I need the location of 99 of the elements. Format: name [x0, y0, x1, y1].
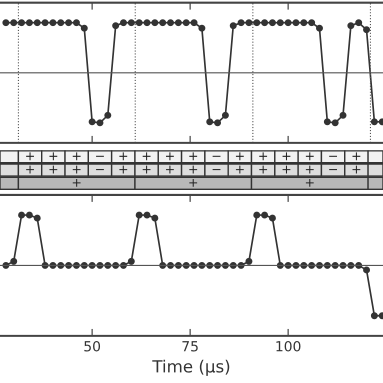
point	[2, 19, 10, 26]
text: +	[236, 152, 244, 160]
text: +	[49, 152, 58, 160]
point	[167, 19, 174, 26]
point	[363, 26, 370, 34]
point	[245, 19, 252, 26]
point	[284, 19, 292, 26]
point	[49, 19, 56, 26]
text: +	[166, 152, 174, 160]
text: +	[282, 166, 290, 174]
x-tick-label: 75	[182, 341, 198, 352]
point	[104, 112, 112, 119]
text: +	[26, 166, 34, 174]
point	[159, 19, 166, 26]
point	[206, 118, 214, 126]
point	[34, 19, 41, 26]
point	[268, 214, 276, 222]
point	[340, 112, 346, 119]
text: +	[236, 166, 244, 174]
point	[245, 258, 252, 265]
point	[136, 19, 143, 26]
point	[268, 19, 276, 26]
point	[88, 118, 96, 126]
text: +	[189, 152, 198, 160]
text: −	[212, 169, 220, 170]
x-axis-title: Time (µs)	[152, 360, 230, 376]
point	[136, 212, 143, 219]
point	[238, 19, 245, 26]
text: +	[119, 166, 128, 174]
point	[324, 118, 331, 126]
point	[276, 19, 284, 26]
text: +	[189, 178, 198, 187]
point	[10, 19, 18, 26]
point	[10, 258, 18, 265]
point	[332, 119, 339, 126]
text: +	[26, 152, 34, 160]
x-tick-label: 100	[276, 340, 300, 352]
text: +	[189, 166, 198, 174]
point	[128, 19, 135, 26]
point	[370, 312, 378, 320]
point	[57, 19, 64, 26]
point	[253, 212, 260, 219]
text: +	[352, 166, 360, 174]
x-tick-label: 50	[84, 340, 100, 352]
text: +	[352, 152, 360, 160]
point	[261, 212, 268, 219]
text: +	[306, 178, 314, 187]
text: −	[329, 156, 338, 157]
point	[198, 24, 206, 32]
text: +	[49, 166, 58, 174]
text: −	[96, 156, 104, 157]
text: +	[142, 152, 151, 160]
text: +	[142, 166, 151, 174]
point	[65, 19, 72, 26]
point	[26, 19, 33, 26]
text: +	[259, 152, 268, 160]
text: +	[72, 178, 81, 187]
point	[112, 22, 120, 30]
point	[34, 214, 41, 222]
point	[300, 19, 308, 26]
point	[214, 119, 222, 126]
point	[370, 118, 378, 126]
point	[42, 19, 49, 26]
text: +	[166, 166, 174, 174]
point	[18, 19, 26, 26]
point	[144, 212, 150, 219]
point	[96, 119, 104, 126]
point	[316, 24, 323, 32]
point	[190, 19, 198, 26]
text: +	[72, 152, 81, 160]
point	[363, 266, 370, 274]
point	[151, 19, 158, 26]
point	[80, 24, 88, 32]
point	[128, 258, 135, 265]
text: +	[119, 152, 128, 160]
point	[347, 22, 354, 30]
text: −	[329, 169, 338, 170]
point	[230, 22, 237, 30]
point	[18, 212, 26, 219]
point	[151, 214, 158, 222]
point	[261, 19, 268, 26]
point	[253, 19, 260, 26]
point	[72, 19, 80, 26]
point	[174, 19, 182, 26]
point	[144, 19, 150, 26]
point	[222, 112, 229, 119]
text: +	[306, 166, 314, 174]
point	[292, 19, 300, 26]
text: −	[212, 156, 220, 157]
point	[308, 19, 316, 26]
text: +	[306, 152, 314, 160]
point	[26, 212, 33, 219]
text: +	[72, 166, 81, 174]
point	[355, 19, 362, 26]
text: +	[282, 152, 290, 160]
text: −	[96, 169, 104, 170]
point	[120, 19, 127, 26]
point	[182, 19, 190, 26]
text: +	[259, 166, 268, 174]
